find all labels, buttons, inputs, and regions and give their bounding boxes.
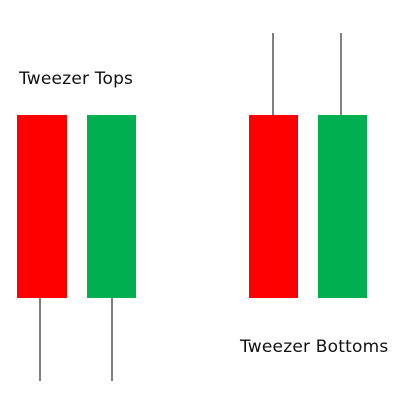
tops-red-candle-body xyxy=(17,115,67,298)
tweezer-bottoms-group xyxy=(249,33,367,298)
bottoms-red-candle-body xyxy=(249,115,298,298)
tops-green-candle-body xyxy=(87,115,136,298)
bottoms-green-candle-body xyxy=(318,115,367,298)
tweezer-tops-group xyxy=(17,115,136,381)
tweezer-tops-label: Tweezer Tops xyxy=(19,69,134,89)
tweezer-bottoms-label: Tweezer Bottoms xyxy=(240,337,389,357)
